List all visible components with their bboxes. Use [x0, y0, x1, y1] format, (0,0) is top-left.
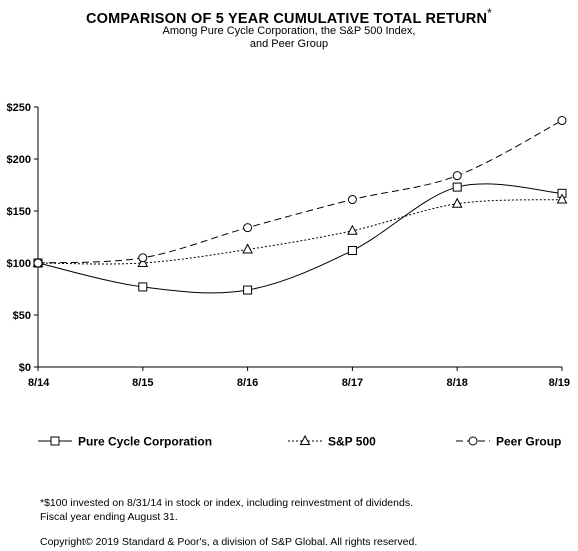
- series-line: [37, 199, 563, 265]
- legend-item: Pure Cycle Corporation: [38, 435, 212, 449]
- x-tick-label: 8/17: [342, 377, 363, 389]
- data-point: [243, 223, 253, 233]
- data-point: [557, 116, 567, 126]
- series-triangle: [32, 193, 568, 267]
- legend-label: Pure Cycle Corporation: [78, 435, 212, 449]
- series-circle: [33, 116, 567, 268]
- series-square: [33, 182, 567, 295]
- data-point: [451, 197, 463, 208]
- legend-marker: [299, 434, 311, 445]
- series-line: [37, 120, 563, 264]
- data-point: [347, 246, 357, 256]
- data-point: [243, 285, 253, 295]
- legend-marker: [468, 436, 478, 446]
- legend-item: S&P 500: [288, 435, 376, 449]
- y-tick-label: $150: [7, 206, 31, 218]
- data-point: [556, 193, 568, 204]
- data-point: [452, 182, 462, 192]
- chart-subtitle-line-1: Among Pure Cycle Corporation, the S&P 50…: [162, 25, 416, 37]
- data-point: [452, 171, 462, 181]
- data-point: [242, 243, 253, 254]
- data-point: [138, 282, 148, 292]
- legend-label: S&P 500: [328, 435, 376, 449]
- data-point: [347, 224, 358, 235]
- chart-subtitle-line-2: and Peer Group: [249, 38, 329, 50]
- y-tick-label: $200: [7, 154, 31, 166]
- footnote-copyright: Copyright© 2019 Standard & Poor's, a div…: [40, 536, 418, 548]
- legend-label: Peer Group: [496, 435, 561, 449]
- y-tick-label: $100: [7, 258, 31, 270]
- legend-marker: [50, 436, 60, 446]
- x-tick-label: 8/19: [549, 377, 570, 389]
- x-tick-label: 8/14: [28, 377, 50, 389]
- chart-title-text: COMPARISON OF 5 YEAR CUMULATIVE TOTAL RE…: [86, 10, 488, 27]
- y-tick-label: $50: [13, 310, 31, 322]
- data-point: [138, 253, 148, 263]
- chart-legend: Pure Cycle Corporation S&P 500 Peer Group: [38, 435, 561, 449]
- y-tick-label: $250: [7, 102, 31, 114]
- chart-title: COMPARISON OF 5 YEAR CUMULATIVE TOTAL RE…: [0, 6, 578, 27]
- series-line: [37, 183, 563, 294]
- y-tick-label: $0: [19, 362, 31, 374]
- chart-axes: $0 $50 $100 $150 $200 $250 8/14 8/15 8/16 8/17 8/1…: [7, 102, 570, 389]
- footnote-investment: *$100 invested on 8/31/14 in stock or in…: [40, 497, 413, 509]
- x-tick-label: 8/15: [132, 377, 153, 389]
- legend-item: Peer Group: [456, 435, 561, 449]
- x-tick-label: 8/18: [446, 377, 467, 389]
- data-point: [33, 258, 43, 268]
- data-point: [347, 195, 357, 205]
- chart-series: [32, 116, 568, 295]
- x-tick-label: 8/16: [237, 377, 258, 389]
- chart-title-mark: *: [487, 6, 492, 20]
- footnote-fiscal-year: Fiscal year ending August 31.: [40, 511, 178, 523]
